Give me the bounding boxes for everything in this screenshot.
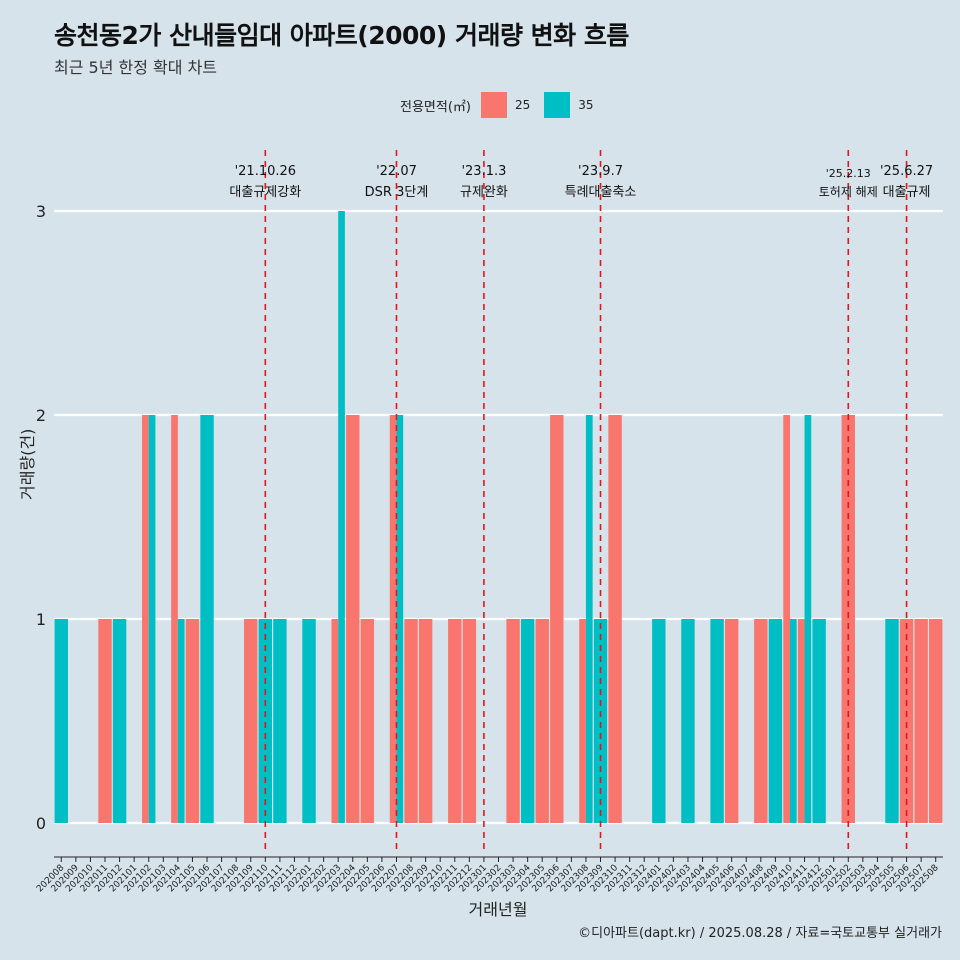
event-name-label: 토허제 해제 [819, 185, 878, 199]
bar-25 [185, 619, 200, 823]
bar-25 [899, 619, 914, 823]
bar-25 [506, 619, 520, 823]
chart-subtitle: 최근 5년 한정 확대 차트 [54, 58, 218, 77]
event-date-label: '23.9.7 [578, 164, 623, 179]
event-date-label: '22.07 [376, 164, 417, 179]
bar-35 [681, 619, 695, 823]
bar-35 [885, 619, 899, 823]
bar-35 [520, 619, 535, 823]
event-date-label: '21.10.26 [235, 164, 296, 179]
y-tick-label: 2 [36, 406, 46, 425]
bar-25 [331, 619, 339, 823]
bar-25 [462, 619, 477, 823]
bar-25 [724, 619, 739, 823]
legend-swatch-35 [544, 92, 571, 118]
legend-label-25: 25 [514, 98, 531, 112]
bar-25 [608, 415, 622, 823]
chart-title: 송천동2가 산내들임대 아파트(2000) 거래량 변화 흐름 [54, 21, 629, 50]
bar-25 [418, 619, 433, 823]
bar-35 [112, 619, 127, 823]
bar-35 [200, 415, 214, 823]
bar-35 [593, 619, 608, 823]
bar-35 [710, 619, 724, 823]
bar-35 [54, 619, 68, 823]
bar-35 [789, 619, 797, 823]
bar-35 [273, 619, 287, 823]
bar-25 [404, 619, 418, 823]
event-name-label: 대출규제 [883, 185, 931, 200]
bar-25 [841, 415, 855, 823]
bar-25 [783, 415, 790, 823]
bar-35 [652, 619, 666, 823]
event-name-label: DSR 3단계 [365, 185, 429, 200]
x-axis-label: 거래년월 [468, 900, 528, 919]
bar-25 [360, 619, 375, 823]
bar-25 [171, 415, 178, 823]
bar-25 [929, 619, 943, 823]
event-date-label: '25.6.27 [880, 164, 933, 179]
bar-25 [142, 415, 149, 823]
bar-25 [914, 619, 928, 823]
bar-25 [389, 415, 397, 823]
bar-35 [177, 619, 185, 823]
bar-35 [258, 619, 273, 823]
bar-25 [535, 619, 549, 823]
event-name-label: 대출규제강화 [229, 185, 301, 200]
bar-25 [550, 415, 564, 823]
y-tick-label: 1 [36, 610, 46, 629]
event-date-label: '23.1.3 [461, 164, 506, 179]
bar-25 [797, 619, 805, 823]
bar-35 [396, 415, 404, 823]
bar-25 [244, 619, 258, 823]
bar-25 [579, 619, 586, 823]
bar-35 [338, 211, 345, 823]
bar-35 [585, 415, 593, 823]
event-name-label: 특례대출축소 [565, 185, 637, 200]
legend: 전용면적(㎡) 25 35 [400, 92, 608, 118]
bar-35 [804, 415, 812, 823]
event-name-label: 규제완화 [460, 185, 508, 200]
y-axis-label: 거래량(건) [18, 428, 37, 500]
legend-title: 전용면적(㎡) [400, 99, 471, 115]
bar-35 [768, 619, 783, 823]
bar-25 [98, 619, 112, 823]
source-caption: ©디아파트(dapt.kr) / 2025.08.28 / 자료=국토교통부 실… [578, 926, 942, 941]
bar-35 [812, 619, 826, 823]
event-date-label: '25.2.13 [826, 167, 871, 180]
y-tick-label: 3 [36, 202, 46, 221]
bar-25 [346, 415, 360, 823]
bar-25 [754, 619, 768, 823]
y-tick-label: 0 [36, 814, 46, 833]
bar-25 [448, 619, 462, 823]
legend-swatch-25 [480, 92, 507, 118]
bar-35 [148, 415, 156, 823]
legend-label-35: 35 [578, 98, 594, 112]
bar-35 [302, 619, 316, 823]
